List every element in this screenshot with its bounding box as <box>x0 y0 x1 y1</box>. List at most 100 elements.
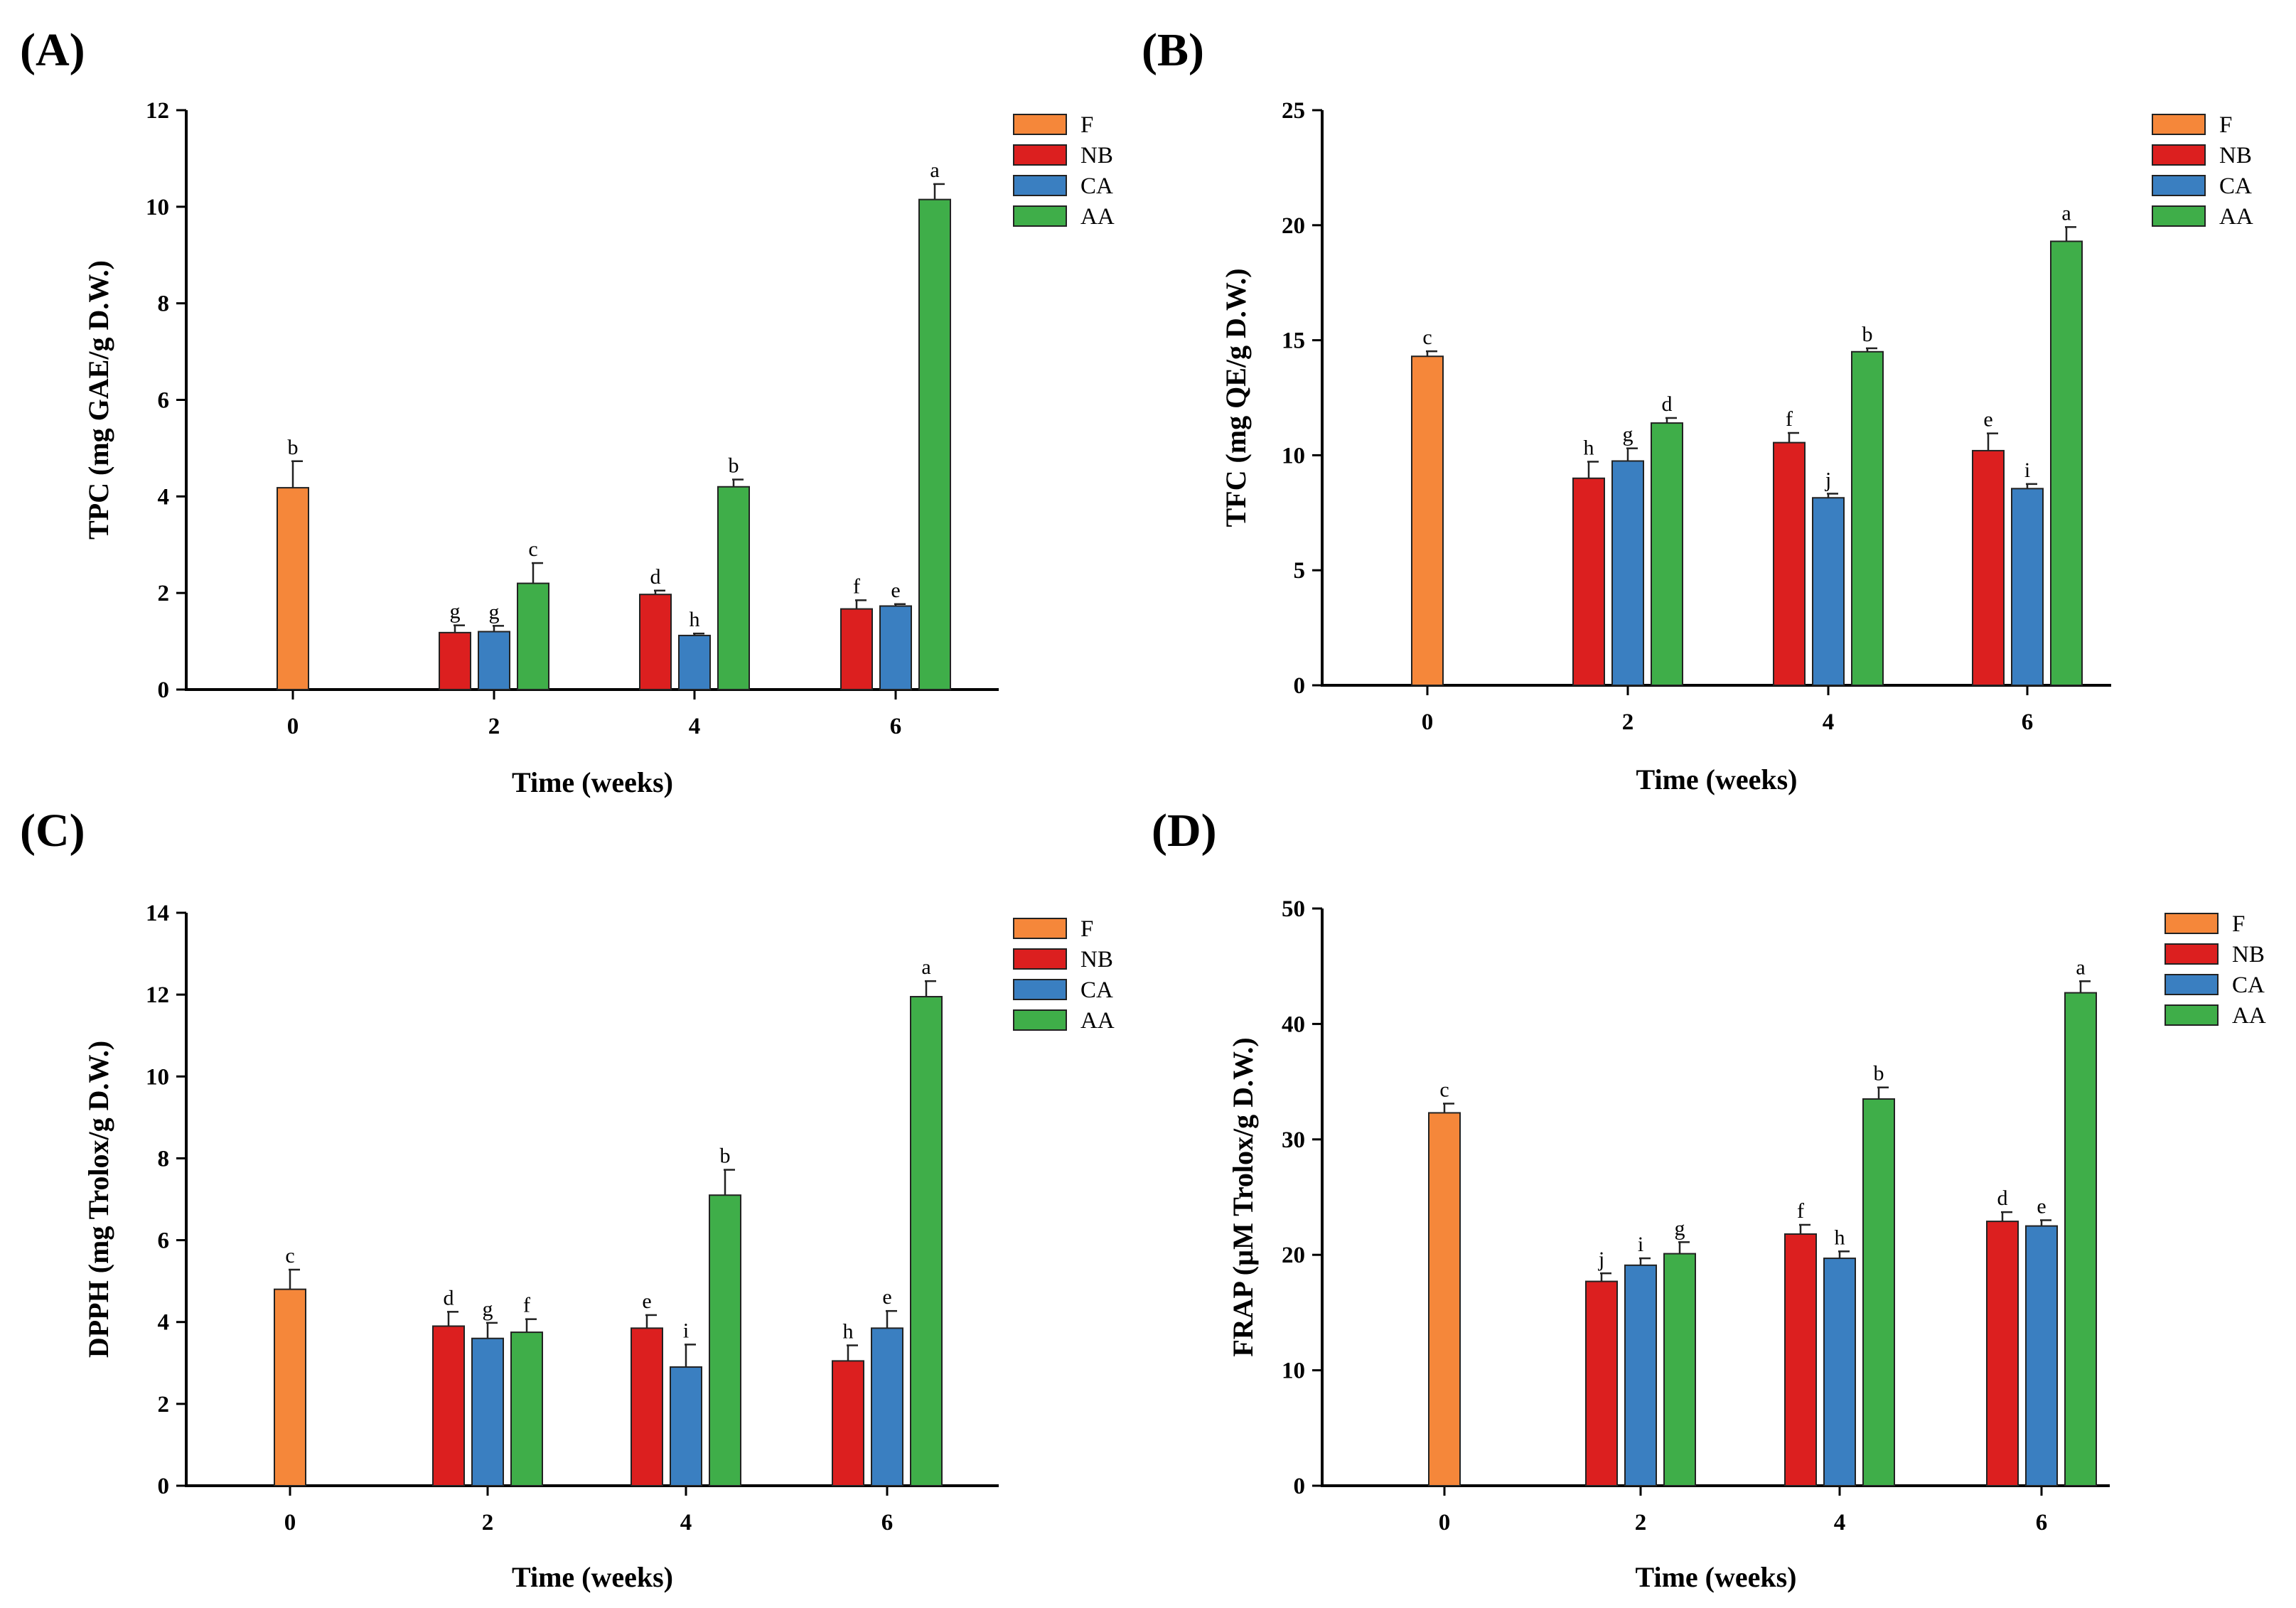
bar-nb-week-4 <box>631 1327 663 1486</box>
significance-letter: i <box>2024 459 2030 482</box>
legend-label-f: F <box>1080 112 1093 138</box>
legend-label-aa: AA <box>2219 204 2253 230</box>
panel-label: (D) <box>1152 805 1217 857</box>
y-axis-title: TPC (mg GAE/g D.W.) <box>82 260 114 540</box>
significance-letter: d <box>444 1286 454 1309</box>
bar-f-week-0 <box>1428 1112 1461 1486</box>
significance-letter: d <box>650 565 661 589</box>
panel-label: (B) <box>1142 24 1204 76</box>
legend-label-f: F <box>1080 916 1093 942</box>
y-tick-label: 50 <box>1282 896 1305 922</box>
x-tick-label: 4 <box>1834 1510 1846 1535</box>
significance-letter: e <box>2037 1194 2046 1218</box>
bar-aa-week-6 <box>910 996 943 1487</box>
legend-label-ca: CA <box>1080 173 1113 199</box>
legend-label-f: F <box>2232 911 2245 937</box>
x-axis-title: Time (weeks) <box>512 1561 673 1593</box>
bar-ca-week-4 <box>1823 1258 1856 1487</box>
x-tick-label: 2 <box>1635 1510 1647 1535</box>
legend-swatch-aa <box>1013 205 1067 227</box>
y-tick-label: 20 <box>1282 213 1305 239</box>
legend-swatch-nb <box>1013 948 1067 970</box>
bar-ca-week-6 <box>871 1327 903 1486</box>
x-axis-title: Time (weeks) <box>1636 763 1798 795</box>
x-tick-label: 4 <box>680 1510 692 1535</box>
bar-nb-week-6 <box>1986 1221 2019 1486</box>
bar-ca-week-4 <box>678 634 711 691</box>
bar-aa-week-6 <box>2050 240 2083 686</box>
chart-panel-3: (D) 0 10 20 30 40 50 0 2 4 6 Time (weeks) FRAP (µM T… <box>1152 805 2266 1593</box>
bar-aa-week-6 <box>2064 992 2097 1486</box>
significance-letter: i <box>1638 1233 1643 1256</box>
significance-letter: f <box>523 1294 530 1317</box>
bar-ca-week-2 <box>1624 1264 1657 1487</box>
y-tick-label: 0 <box>158 677 170 703</box>
y-tick-label: 10 <box>1282 1358 1305 1384</box>
significance-letter: e <box>882 1285 891 1309</box>
bar-nb-week-2 <box>1585 1280 1618 1486</box>
bar-ca-week-4 <box>670 1366 702 1486</box>
bar-nb-week-4 <box>1773 441 1806 686</box>
y-tick-label: 5 <box>1294 558 1306 584</box>
bar-nb-week-4 <box>1784 1233 1817 1487</box>
legend-label-f: F <box>2219 112 2232 138</box>
significance-letter: b <box>1862 323 1873 346</box>
y-tick-label: 2 <box>158 1392 170 1417</box>
legend-swatch-aa <box>2164 1004 2219 1026</box>
x-tick-label: 6 <box>2036 1510 2048 1535</box>
x-tick-label: 4 <box>1823 709 1835 735</box>
x-tick-label: 6 <box>890 714 902 739</box>
significance-letter: e <box>642 1290 651 1313</box>
y-tick-label: 20 <box>1282 1243 1305 1268</box>
significance-letter: c <box>1439 1078 1449 1101</box>
legend-swatch-ca <box>2164 974 2219 995</box>
legend-swatch-nb <box>2164 943 2219 965</box>
significance-letter: h <box>1835 1226 1845 1249</box>
significance-letter: a <box>2061 201 2071 225</box>
bar-f-week-0 <box>277 487 309 690</box>
legend-swatch-f <box>2152 114 2206 135</box>
bar-nb-week-2 <box>432 1325 465 1486</box>
significance-letter: h <box>1584 436 1594 459</box>
y-tick-label: 0 <box>1294 1474 1306 1499</box>
panel-label: (A) <box>20 24 85 76</box>
y-tick-label: 6 <box>158 388 170 414</box>
legend-swatch-nb <box>1013 144 1067 166</box>
bar-nb-week-6 <box>1972 449 2005 686</box>
chart-panel-2: (C) 0 2 4 6 8 10 12 14 0 2 4 6 Time (weeks) DPPH (mg T… <box>20 805 1115 1593</box>
y-tick-label: 10 <box>146 1064 169 1090</box>
chart-panel-1: (B) 0 5 10 15 20 25 0 2 4 6 Time (weeks) TFC (mg QE/… <box>1142 24 2253 795</box>
x-tick-label: 4 <box>689 714 701 739</box>
y-axis-title: FRAP (µM Trolox/g D.W.) <box>1227 1037 1259 1356</box>
y-tick-label: 0 <box>1294 673 1306 699</box>
bar-aa-week-2 <box>517 582 549 690</box>
x-tick-label: 2 <box>482 1510 494 1535</box>
y-tick-label: 40 <box>1282 1012 1305 1037</box>
y-tick-label: 0 <box>158 1474 170 1499</box>
significance-letter: j <box>1598 1248 1604 1271</box>
significance-letter: g <box>489 600 500 623</box>
legend-swatch-f <box>1013 114 1067 135</box>
bar-ca-week-4 <box>1812 497 1845 686</box>
significance-letter: b <box>729 454 739 478</box>
legend-label-ca: CA <box>1080 977 1113 1003</box>
legend-label-aa: AA <box>1080 1008 1115 1034</box>
y-tick-label: 30 <box>1282 1127 1305 1153</box>
legend-label-nb: NB <box>2232 942 2265 968</box>
bar-aa-week-4 <box>717 486 750 690</box>
x-tick-label: 0 <box>1439 1510 1451 1535</box>
legend-label-ca: CA <box>2219 173 2252 199</box>
significance-letter: g <box>1675 1216 1685 1240</box>
legend-swatch-f <box>1013 918 1067 939</box>
bar-aa-week-4 <box>709 1194 741 1486</box>
x-tick-label: 2 <box>1622 709 1634 735</box>
legend-label-aa: AA <box>1080 204 1115 230</box>
bar-aa-week-4 <box>1851 350 1884 686</box>
y-axis-title: DPPH (mg Trolox/g D.W.) <box>82 1041 114 1358</box>
bar-aa-week-2 <box>510 1331 543 1487</box>
y-tick-label: 6 <box>158 1228 170 1254</box>
panel-label: (C) <box>20 805 85 857</box>
y-tick-label: 25 <box>1282 98 1305 124</box>
x-tick-label: 6 <box>881 1510 894 1535</box>
